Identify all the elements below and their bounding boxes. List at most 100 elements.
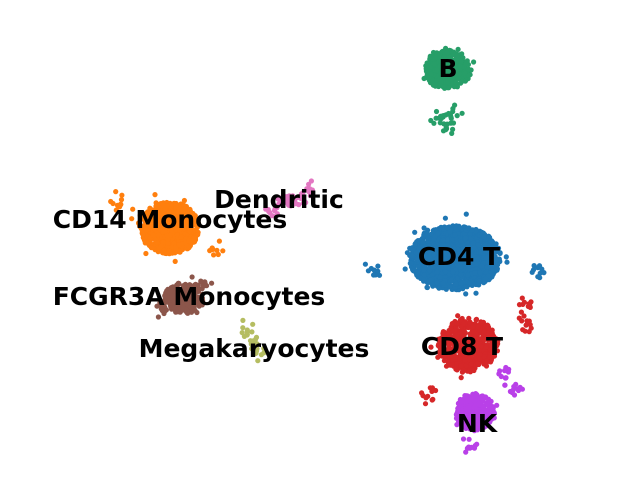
scatter-point: [308, 178, 314, 184]
scatter-point: [453, 366, 459, 372]
scatter-point: [475, 361, 481, 367]
scatter-point: [434, 280, 440, 286]
cluster-label-b: B: [438, 54, 457, 83]
scatter-point: [481, 233, 487, 240]
scatter-point: [422, 401, 429, 407]
scatter-point: [424, 284, 430, 291]
scatter-point: [459, 110, 465, 116]
scatter-point: [409, 252, 415, 259]
scatter-point: [455, 46, 461, 53]
scatter-point: [428, 277, 434, 283]
scatter-point: [431, 61, 437, 67]
scatter-point: [503, 364, 509, 371]
scatter-point: [108, 198, 114, 205]
scatter-point: [434, 67, 440, 73]
scatter-point: [421, 277, 427, 283]
scatter-point: [186, 244, 192, 251]
scatter-point: [166, 248, 172, 254]
scatter-point: [516, 302, 523, 308]
scatter-point: [444, 225, 451, 231]
scatter-point: [452, 71, 458, 77]
scatter-point: [453, 67, 459, 73]
scatter-point: [452, 102, 458, 108]
scatter-point: [539, 266, 545, 272]
scatter-point: [442, 215, 448, 221]
scatter-point: [450, 108, 456, 115]
scatter-point: [152, 192, 158, 198]
scatter-point: [402, 266, 408, 272]
scatter-point: [220, 248, 226, 254]
scatter-point: [424, 231, 430, 237]
scatter-point: [448, 277, 454, 283]
scatter-point: [453, 79, 459, 86]
scatter-point: [465, 272, 471, 278]
scatter-point: [427, 55, 433, 61]
scatter-point: [447, 66, 453, 72]
scatter-point: [457, 225, 463, 231]
scatter-point: [452, 232, 458, 238]
scatter-point: [464, 284, 470, 290]
cluster-label-fcgr3a-monocytes: FCGR3A Monocytes: [53, 282, 326, 311]
scatter-point: [448, 120, 454, 126]
scatter-point: [420, 393, 426, 399]
scatter-point: [421, 272, 427, 278]
scatter-point: [189, 274, 195, 280]
scatter-point: [520, 327, 526, 333]
cluster-label-cd4-t: CD4 T: [418, 242, 500, 271]
scatter-point: [449, 130, 455, 136]
scatter-point: [458, 271, 464, 278]
scatter-point: [209, 246, 216, 252]
scatter-point: [476, 278, 482, 284]
scatter-point: [470, 324, 476, 330]
scatter-point: [485, 324, 492, 330]
scatter-points-layer: [108, 45, 547, 455]
scatter-point: [427, 64, 433, 70]
scatter-point: [471, 59, 477, 65]
scatter-point: [143, 250, 149, 257]
scatter-point: [519, 295, 525, 301]
scatter-point: [475, 324, 481, 330]
scatter-point: [458, 58, 464, 64]
scatter-point: [446, 111, 452, 117]
scatter-point: [480, 398, 486, 404]
scatter-point: [466, 315, 472, 321]
scatter-point: [454, 52, 460, 58]
scatter-point: [456, 75, 462, 81]
scatter-point: [455, 313, 461, 319]
scatter-point: [471, 394, 477, 400]
scatter-point: [362, 261, 368, 267]
scatter-point: [211, 252, 217, 258]
scatter-point: [426, 75, 432, 81]
scatter-point: [155, 314, 161, 320]
scatter-point: [471, 398, 477, 404]
scatter-point: [412, 229, 418, 235]
scatter-point: [457, 63, 463, 69]
scatter-point: [466, 72, 472, 78]
scatter-point: [458, 280, 464, 286]
scatter-point: [473, 290, 479, 296]
scatter-point: [244, 327, 250, 333]
scatter-point: [216, 238, 222, 244]
scatter-point: [404, 250, 410, 256]
scatter-point: [446, 85, 452, 91]
scatter-point: [496, 371, 502, 377]
scatter-point: [503, 375, 509, 381]
scatter-point: [118, 197, 125, 203]
scatter-point: [463, 61, 469, 67]
scatter-point: [431, 120, 437, 126]
scatter-point: [449, 362, 455, 368]
scatter-point: [451, 84, 457, 90]
scatter-point: [421, 225, 427, 231]
scatter-point: [465, 225, 471, 231]
scatter-point: [529, 269, 535, 275]
scatter-point: [172, 258, 178, 264]
scatter-point: [365, 268, 371, 274]
scatter-point: [483, 363, 490, 369]
scatter-point: [486, 403, 492, 409]
scatter-point: [537, 275, 543, 281]
scatter-point: [463, 399, 469, 405]
scatter-point: [444, 75, 450, 81]
scatter-point: [471, 367, 477, 374]
